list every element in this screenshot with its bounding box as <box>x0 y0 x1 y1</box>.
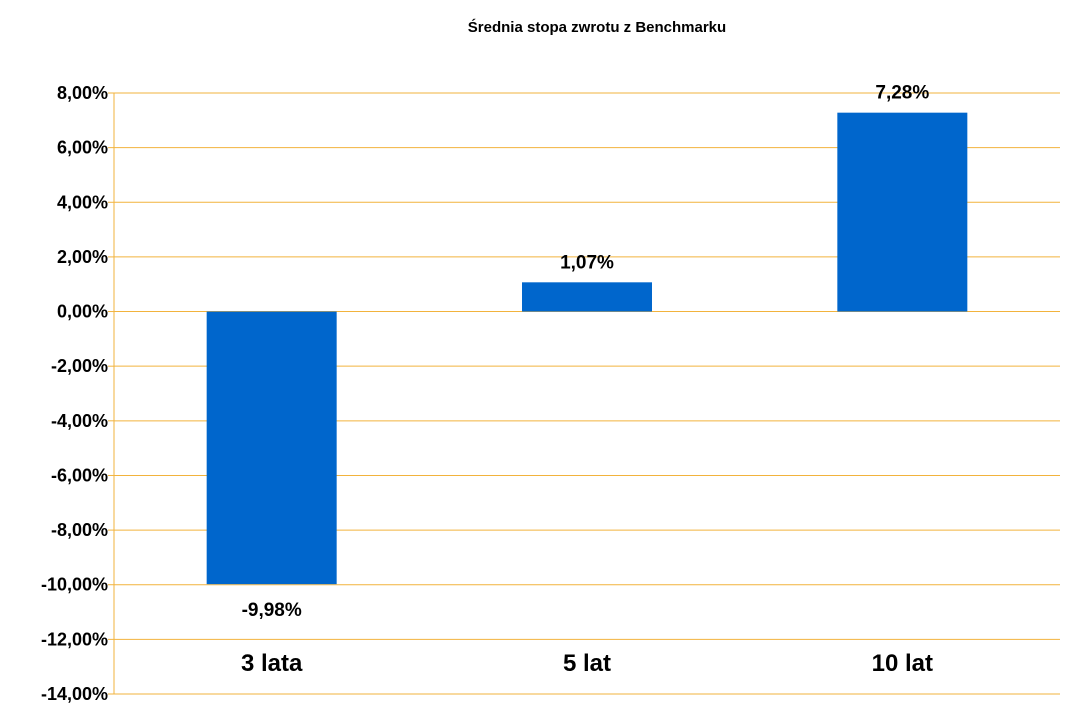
data-label: 1,07% <box>560 252 614 273</box>
y-tick-label: -12,00% <box>41 629 108 649</box>
chart-title: Średnia stopa zwrotu z Benchmarku <box>468 18 726 36</box>
x-tick-label: 5 lat <box>563 650 611 677</box>
y-tick-label: -6,00% <box>51 465 108 485</box>
y-tick-label: 2,00% <box>57 247 108 267</box>
y-tick-labels: 8,00% 6,00% 4,00% 2,00% 0,00% -2,00% -4,00% -6,… <box>41 83 108 704</box>
axes <box>108 92 115 695</box>
y-tick-label: -14,00% <box>41 684 108 704</box>
x-tick-label: 3 lata <box>241 650 303 677</box>
y-tick-label: 4,00% <box>57 192 108 212</box>
y-tick-label: -8,00% <box>51 520 108 540</box>
data-label: -9,98% <box>242 600 302 621</box>
data-labels: -9,98% 1,07% 7,28% <box>242 83 930 622</box>
x-tick-label: 10 lat <box>872 650 933 677</box>
bars <box>206 112 968 585</box>
y-tick-label: 8,00% <box>57 83 108 103</box>
y-tick-label: 0,00% <box>57 302 108 322</box>
y-tick-label: 6,00% <box>57 138 108 158</box>
y-tick-label: -2,00% <box>51 356 108 376</box>
y-tick-label: -4,00% <box>51 411 108 431</box>
x-tick-labels: 3 lata 5 lat 10 lat <box>241 650 933 677</box>
bar <box>522 282 652 312</box>
y-tick-label: -10,00% <box>41 575 108 595</box>
bar <box>837 112 968 312</box>
data-label: 7,28% <box>875 83 929 104</box>
bar <box>206 311 337 585</box>
